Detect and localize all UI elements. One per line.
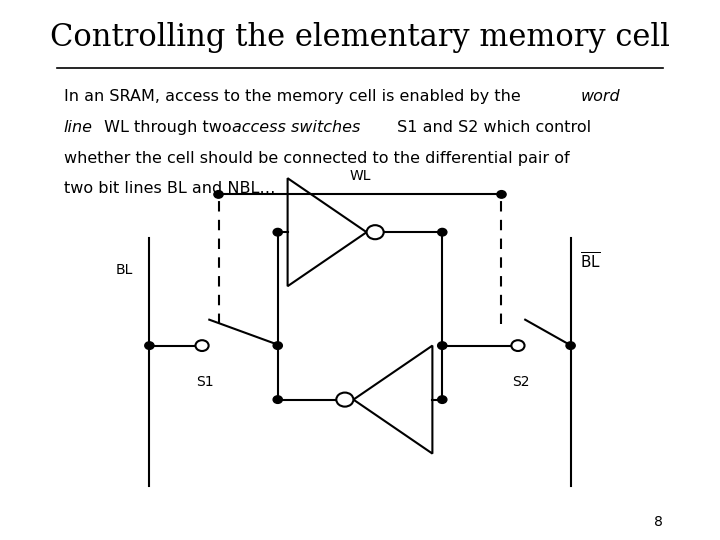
Circle shape [195, 340, 209, 351]
Text: two bit lines BL and NBL…: two bit lines BL and NBL… [64, 181, 275, 197]
Text: BL: BL [116, 263, 133, 277]
Circle shape [336, 393, 354, 407]
Circle shape [145, 342, 154, 349]
Circle shape [511, 340, 525, 351]
Circle shape [438, 396, 447, 403]
Circle shape [497, 191, 506, 198]
Circle shape [438, 228, 447, 236]
Text: word: word [581, 89, 621, 104]
Text: line: line [64, 120, 93, 135]
Text: WL through two: WL through two [99, 120, 236, 135]
Circle shape [273, 396, 282, 403]
Text: In an SRAM, access to the memory cell is enabled by the: In an SRAM, access to the memory cell is… [64, 89, 526, 104]
Circle shape [366, 225, 384, 239]
Text: $\overline{\mathrm{BL}}$: $\overline{\mathrm{BL}}$ [580, 252, 601, 272]
Text: S2: S2 [513, 375, 530, 389]
Circle shape [273, 228, 282, 236]
Text: WL: WL [349, 168, 371, 183]
Text: S1: S1 [197, 375, 214, 389]
Circle shape [214, 191, 223, 198]
Text: Controlling the elementary memory cell: Controlling the elementary memory cell [50, 22, 670, 52]
Text: access switches: access switches [232, 120, 360, 135]
Text: S1 and S2 which control: S1 and S2 which control [392, 120, 590, 135]
Circle shape [273, 342, 282, 349]
Text: whether the cell should be connected to the differential pair of: whether the cell should be connected to … [64, 151, 570, 166]
Text: 8: 8 [654, 515, 662, 529]
Circle shape [438, 342, 447, 349]
Circle shape [566, 342, 575, 349]
